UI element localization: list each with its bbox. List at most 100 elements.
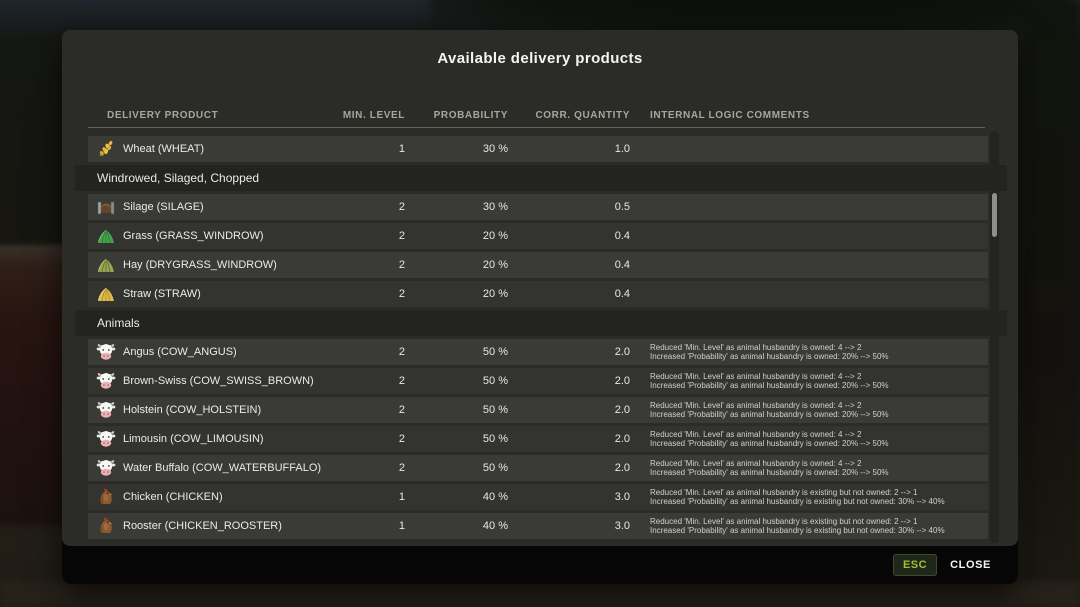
product-cell: Angus (COW_ANGUS) (88, 339, 338, 365)
cow-icon (96, 458, 116, 478)
cow-icon (96, 371, 116, 391)
table-row[interactable]: Chicken (CHICKEN) 1 40 % 3.0 Reduced 'Mi… (88, 484, 988, 510)
corr-quantity-value: 2.0 (614, 375, 630, 387)
logic-comment-line: Increased 'Probability' as animal husban… (650, 497, 945, 506)
table-body: Wheat (WHEAT) 1 30 % 1.0 Windrowed, Sila… (62, 136, 1018, 546)
product-name: Chicken (CHICKEN) (123, 491, 223, 503)
product-name: Angus (COW_ANGUS) (123, 346, 237, 358)
logic-comment-line: Increased 'Probability' as animal husban… (650, 468, 889, 477)
product-cell: Holstein (COW_HOLSTEIN) (88, 397, 338, 423)
table-row[interactable]: Holstein (COW_HOLSTEIN) 2 50 % 2.0 Reduc… (88, 397, 988, 423)
logic-comments-cell: Reduced 'Min. Level' as animal husbandry… (630, 455, 988, 481)
product-name: Rooster (CHICKEN_ROOSTER) (123, 520, 282, 532)
table-row[interactable]: Straw (STRAW) 2 20 % 0.4 (88, 281, 988, 307)
logic-comment-line: Reduced 'Min. Level' as animal husbandry… (650, 516, 918, 526)
min-level-value: 1 (398, 491, 405, 503)
delivery-products-dialog: Available delivery products DELIVERY PRO… (62, 30, 1018, 584)
min-level-value: 1 (398, 143, 405, 155)
corr-quantity-value: 1.0 (614, 143, 630, 155)
column-header-internal-logic-comments: INTERNAL LOGIC COMMENTS (650, 110, 810, 121)
probability-value: 50 % (482, 375, 508, 387)
product-name: Hay (DRYGRASS_WINDROW) (123, 259, 277, 271)
probability-value: 30 % (482, 143, 508, 155)
min-level-value: 2 (398, 433, 405, 445)
background-right-edge (1025, 0, 1080, 607)
table-section-header: Windrowed, Silaged, Chopped (75, 165, 1007, 191)
product-name: Water Buffalo (COW_WATERBUFFALO) (123, 462, 322, 474)
dialog-footer: ESC CLOSE (62, 546, 1018, 584)
cow-icon (96, 400, 116, 420)
corr-quantity-value: 3.0 (614, 520, 630, 532)
product-cell: Wheat (WHEAT) (88, 136, 338, 162)
logic-comment-line: Reduced 'Min. Level' as animal husbandry… (650, 458, 862, 468)
logic-comments-cell: Reduced 'Min. Level' as animal husbandry… (630, 426, 988, 452)
logic-comment-line: Reduced 'Min. Level' as animal husbandry… (650, 400, 862, 410)
column-header-probability: PROBABILITY (433, 110, 508, 121)
logic-comment-line: Increased 'Probability' as animal husban… (650, 381, 889, 390)
product-cell: Hay (DRYGRASS_WINDROW) (88, 252, 338, 278)
table-row[interactable]: Limousin (COW_LIMOUSIN) 2 50 % 2.0 Reduc… (88, 426, 988, 452)
logic-comment-line: Reduced 'Min. Level' as animal husbandry… (650, 429, 862, 439)
chicken-icon (96, 516, 116, 536)
esc-key-button[interactable]: ESC (892, 554, 938, 576)
logic-comments-cell (630, 223, 988, 249)
logic-comments-cell (630, 252, 988, 278)
logic-comment-line: Reduced 'Min. Level' as animal husbandry… (650, 487, 918, 497)
logic-comments-cell (630, 194, 988, 220)
logic-comments-cell: Reduced 'Min. Level' as animal husbandry… (630, 339, 988, 365)
table-row[interactable]: Grass (GRASS_WINDROW) 2 20 % 0.4 (88, 223, 988, 249)
section-label: Windrowed, Silaged, Chopped (97, 171, 260, 185)
min-level-value: 2 (398, 288, 405, 300)
min-level-value: 2 (398, 404, 405, 416)
corr-quantity-value: 0.5 (614, 201, 630, 213)
logic-comment-line: Increased 'Probability' as animal husban… (650, 410, 889, 419)
probability-value: 30 % (482, 201, 508, 213)
probability-value: 50 % (482, 404, 508, 416)
silage-icon (96, 197, 116, 217)
corr-quantity-value: 2.0 (614, 433, 630, 445)
min-level-value: 2 (398, 201, 405, 213)
column-header-delivery-product: DELIVERY PRODUCT (107, 110, 219, 121)
scrollbar-thumb[interactable] (992, 193, 997, 237)
corr-quantity-value: 2.0 (614, 404, 630, 416)
min-level-value: 1 (398, 520, 405, 532)
grass-icon (96, 226, 116, 246)
cow-icon (96, 429, 116, 449)
probability-value: 20 % (482, 288, 508, 300)
table-row[interactable]: Hay (DRYGRASS_WINDROW) 2 20 % 0.4 (88, 252, 988, 278)
probability-value: 40 % (482, 520, 508, 532)
logic-comments-cell: Reduced 'Min. Level' as animal husbandry… (630, 484, 988, 510)
product-cell: Chicken (CHICKEN) (88, 484, 338, 510)
table-row[interactable]: Wheat (WHEAT) 1 30 % 1.0 (88, 136, 988, 162)
column-header-min-level: MIN. LEVEL (342, 110, 405, 121)
table-row[interactable]: Silage (SILAGE) 2 30 % 0.5 (88, 194, 988, 220)
product-cell: Silage (SILAGE) (88, 194, 338, 220)
probability-value: 50 % (482, 433, 508, 445)
logic-comment-line: Reduced 'Min. Level' as animal husbandry… (650, 371, 862, 381)
scrollbar-track[interactable] (990, 131, 999, 543)
min-level-value: 2 (398, 462, 405, 474)
section-label: Animals (97, 316, 140, 330)
table-section-header: Animals (75, 310, 1007, 336)
min-level-value: 2 (398, 230, 405, 242)
table-row[interactable]: Water Buffalo (COW_WATERBUFFALO) 2 50 % … (88, 455, 988, 481)
close-button[interactable]: CLOSE (950, 559, 991, 571)
corr-quantity-value: 2.0 (614, 346, 630, 358)
product-cell: Rooster (CHICKEN_ROOSTER) (88, 513, 338, 539)
corr-quantity-value: 0.4 (614, 259, 630, 271)
logic-comments-cell (630, 136, 988, 162)
dialog-panel: Available delivery products DELIVERY PRO… (62, 30, 1018, 546)
product-name: Limousin (COW_LIMOUSIN) (123, 433, 264, 445)
logic-comment-line: Increased 'Probability' as animal husban… (650, 526, 945, 535)
probability-value: 20 % (482, 259, 508, 271)
hay-icon (96, 255, 116, 275)
table-row[interactable]: Rooster (CHICKEN_ROOSTER) 1 40 % 3.0 Red… (88, 513, 988, 539)
cow-icon (96, 342, 116, 362)
straw-icon (96, 284, 116, 304)
logic-comment-line: Increased 'Probability' as animal husban… (650, 352, 889, 361)
product-name: Wheat (WHEAT) (123, 143, 205, 155)
table-row[interactable]: Brown-Swiss (COW_SWISS_BROWN) 2 50 % 2.0… (88, 368, 988, 394)
dialog-title: Available delivery products (437, 50, 643, 67)
table-row[interactable]: Angus (COW_ANGUS) 2 50 % 2.0 Reduced 'Mi… (88, 339, 988, 365)
